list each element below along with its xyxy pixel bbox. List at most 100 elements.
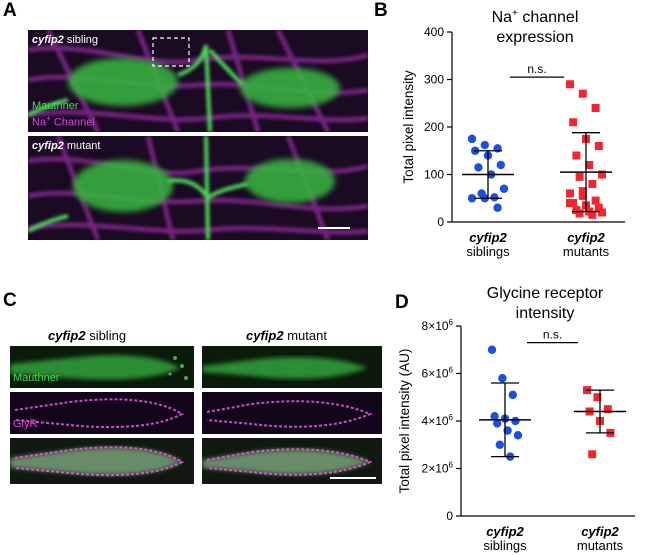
data-point bbox=[572, 151, 581, 160]
data-point bbox=[499, 184, 509, 193]
data-point bbox=[588, 450, 597, 459]
panel-letter-b: B bbox=[374, 0, 388, 21]
c-sibling-merge-image bbox=[10, 438, 194, 484]
panel-letter-d: D bbox=[395, 292, 409, 313]
data-point bbox=[603, 405, 612, 414]
chart-title-line1: Glycine receptor bbox=[487, 285, 604, 302]
micrograph-c-mutant-merge bbox=[202, 438, 382, 484]
x-category-line2: siblings bbox=[483, 538, 527, 553]
panel-letter-c: C bbox=[3, 290, 17, 311]
legend-na-channel-label: Na+ Channel bbox=[32, 114, 95, 129]
sibling-gene-label: cyfip2 bbox=[32, 34, 64, 46]
data-point bbox=[566, 189, 574, 198]
data-point bbox=[496, 160, 505, 170]
data-point bbox=[598, 170, 606, 179]
series-1 bbox=[566, 80, 606, 219]
data-point bbox=[575, 172, 584, 181]
col1-label: sibling bbox=[85, 328, 127, 343]
title-part: Na bbox=[492, 9, 513, 26]
significance-label: n.s. bbox=[543, 328, 562, 342]
mutant-genotype-label: mutant bbox=[63, 140, 101, 152]
chart-title-line1: Na+ channel bbox=[492, 8, 579, 26]
x-category-line2: mutants bbox=[577, 538, 624, 553]
y-tick-value: 8×10 bbox=[422, 319, 449, 333]
chart-title-line2: intensity bbox=[516, 305, 575, 322]
y-tick-exponent: 6 bbox=[449, 413, 454, 422]
data-point bbox=[513, 431, 523, 440]
data-point bbox=[490, 412, 499, 421]
data-point bbox=[598, 208, 606, 217]
micrograph-c-mutant-glyr bbox=[202, 392, 382, 434]
data-point bbox=[591, 196, 600, 205]
data-point bbox=[566, 80, 574, 89]
micrograph-c-sibling-mauthner: Mauthner bbox=[10, 346, 194, 388]
c-sibling-glyr-image bbox=[10, 392, 194, 434]
micrograph-sibling-image bbox=[28, 30, 368, 132]
mutant-label: cyfip2 mutant bbox=[32, 140, 100, 152]
y-tick-label: 200 bbox=[424, 120, 444, 134]
data-point bbox=[511, 416, 520, 426]
data-point bbox=[480, 140, 489, 150]
sibling-label: cyfip2 sibling bbox=[32, 34, 98, 46]
y-tick-value: 2×10 bbox=[422, 462, 449, 476]
c-mutant-merge-image bbox=[202, 438, 382, 484]
data-point bbox=[467, 194, 477, 203]
data-point bbox=[588, 210, 597, 219]
data-point bbox=[575, 209, 584, 218]
col1-gene: cyfip2 bbox=[48, 328, 86, 343]
legend-na-sup: + bbox=[46, 114, 51, 123]
data-point bbox=[588, 180, 597, 188]
y-tick-value: 4×10 bbox=[422, 414, 449, 428]
col-head-sibling: cyfip2 sibling bbox=[48, 328, 126, 343]
y-tick-label: 0 bbox=[446, 509, 453, 523]
y-tick-label: 100 bbox=[424, 168, 444, 182]
x-category-line1: cyfip2 bbox=[486, 524, 524, 539]
title-sup: + bbox=[512, 8, 518, 19]
data-point bbox=[591, 104, 600, 112]
data-point bbox=[569, 118, 578, 127]
panel-letter-a: A bbox=[3, 0, 17, 21]
y-tick-exponent: 6 bbox=[449, 366, 454, 375]
x-category-line1: cyfip2 bbox=[567, 230, 605, 245]
data-point bbox=[578, 187, 587, 196]
x-category-line1: cyfip2 bbox=[581, 524, 619, 539]
data-point bbox=[495, 440, 504, 449]
y-tick-label: 4×106 bbox=[422, 413, 454, 428]
micrograph-c-sibling-glyr: GlyR bbox=[10, 392, 194, 434]
data-point bbox=[467, 134, 477, 144]
y-tick-label: 6×106 bbox=[422, 366, 454, 381]
micrograph-mutant-image bbox=[28, 136, 368, 240]
legend-mauthner-label: Mauthner bbox=[32, 100, 79, 112]
y-tick-label: 0 bbox=[437, 215, 444, 229]
y-axis-label: Total pixel intensity bbox=[401, 70, 416, 184]
data-point bbox=[585, 161, 594, 169]
data-point bbox=[490, 193, 499, 202]
data-point bbox=[508, 390, 517, 400]
c-mutant-glyr-image bbox=[202, 392, 382, 434]
data-point bbox=[474, 163, 483, 172]
mutant-gene-label: cyfip2 bbox=[32, 140, 64, 152]
legend-channel-text: Channel bbox=[50, 116, 95, 129]
data-point bbox=[594, 142, 603, 150]
micrograph-c-sibling-merge bbox=[10, 438, 194, 484]
y-axis-label: Total pixel intensity (AU) bbox=[397, 349, 412, 494]
c-row1-label: Mauthner bbox=[13, 372, 60, 384]
c-sibling-mauthner-image bbox=[10, 346, 194, 388]
data-point bbox=[578, 191, 587, 200]
y-tick-label: 2×106 bbox=[422, 461, 454, 476]
chart-title-line2: expression bbox=[496, 29, 573, 46]
data-point bbox=[594, 203, 603, 212]
y-tick-value: 6×10 bbox=[422, 367, 449, 381]
sibling-genotype-label: sibling bbox=[63, 34, 99, 46]
micrograph-mutant-na-channel: cyfip2 mutant bbox=[28, 136, 368, 240]
c-mutant-mauthner-image bbox=[202, 346, 382, 388]
data-point bbox=[593, 393, 602, 402]
title-part: channel bbox=[518, 9, 579, 26]
y-tick-label: 300 bbox=[424, 73, 444, 87]
series-1 bbox=[583, 386, 615, 459]
col-head-mutant: cyfip2 mutant bbox=[246, 328, 327, 343]
micrograph-c-mutant-mauthner bbox=[202, 346, 382, 388]
data-point bbox=[578, 89, 587, 98]
y-tick-exponent: 6 bbox=[449, 461, 454, 470]
